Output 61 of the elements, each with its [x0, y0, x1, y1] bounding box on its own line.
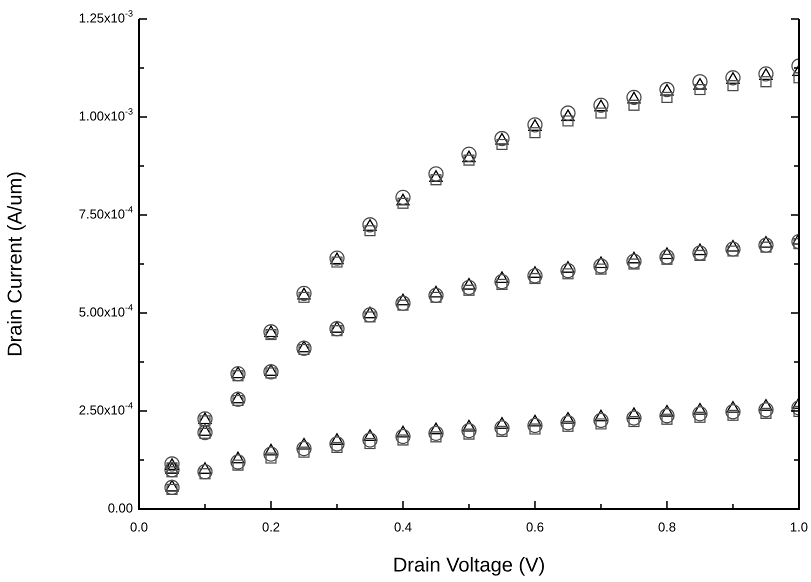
point: [428, 166, 444, 182]
point: [725, 241, 741, 257]
point: [626, 410, 642, 426]
point: [230, 366, 246, 382]
point: [164, 480, 180, 496]
point: [329, 321, 345, 336]
point: [758, 402, 774, 418]
y-tick-label: 0.00: [108, 500, 134, 516]
point: [395, 296, 411, 311]
point: [362, 307, 378, 323]
point: [527, 418, 543, 434]
point: [230, 454, 246, 470]
x-axis-title: Drain Voltage (V): [392, 554, 546, 577]
point: [694, 84, 706, 96]
point: [692, 74, 708, 90]
point: [230, 392, 246, 407]
point: [595, 107, 607, 119]
point: [560, 263, 576, 278]
point: [593, 258, 609, 274]
point: [529, 127, 541, 138]
point: [661, 92, 673, 103]
point: [760, 76, 772, 88]
x-tick-label: 0.4: [394, 519, 412, 534]
x-tick-label: 0.8: [658, 519, 676, 534]
point: [626, 254, 642, 269]
point: [659, 249, 675, 265]
y-axis-title: Drain Current (A/um): [4, 171, 27, 357]
point: [296, 340, 312, 356]
point: [758, 238, 774, 253]
x-tick-label: 0.0: [130, 519, 148, 534]
point: [461, 422, 477, 438]
point: [527, 268, 543, 284]
point: [659, 408, 675, 424]
point: [296, 440, 312, 456]
point: [692, 406, 708, 422]
point: [461, 146, 477, 162]
point: [461, 280, 477, 296]
point: [593, 412, 609, 428]
point: [428, 288, 444, 304]
point: [197, 424, 213, 440]
point: [560, 415, 576, 430]
point: [329, 436, 345, 452]
point: [727, 80, 739, 92]
point: [362, 432, 378, 448]
point: [494, 420, 510, 436]
point: [725, 404, 741, 420]
x-tick-label: 0.6: [526, 519, 544, 534]
point: [560, 105, 576, 121]
point: [395, 190, 411, 206]
x-tick-label: 1.0: [790, 519, 808, 534]
point: [428, 426, 444, 441]
point: [395, 428, 411, 444]
point: [692, 245, 708, 261]
point: [628, 100, 640, 111]
point: [494, 274, 510, 290]
point: [197, 464, 213, 480]
x-tick-label: 0.2: [262, 519, 280, 534]
point: [263, 446, 279, 462]
point: [164, 462, 180, 478]
point: [562, 115, 574, 127]
point: [263, 364, 279, 380]
